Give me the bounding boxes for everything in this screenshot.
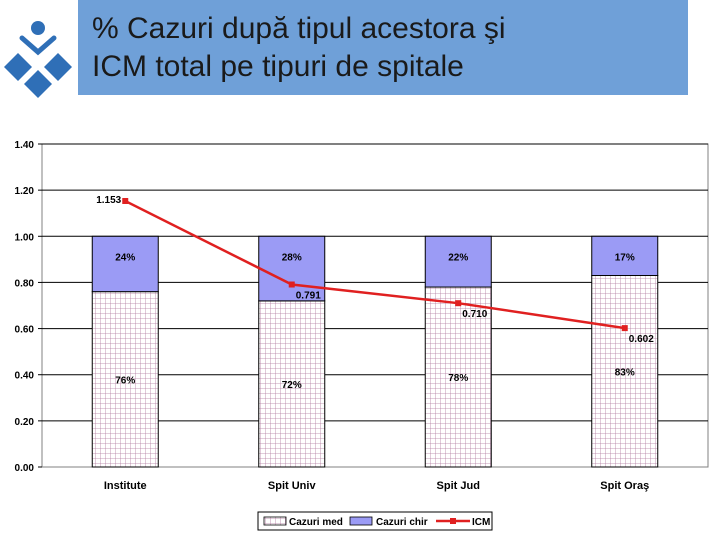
bar-cazuri-med: [258, 300, 326, 468]
legend-swatch-cazuri-chir: [349, 516, 373, 526]
y-tick-label: 1.00: [15, 232, 35, 243]
y-tick-label: 0.00: [15, 463, 35, 474]
legend-label-icm: ICM: [472, 517, 490, 528]
data-label-cazuri-med: 83%: [615, 367, 635, 378]
logo-diamond-bottom: [24, 70, 52, 98]
x-tick-label: Spit Jud: [437, 480, 480, 492]
y-tick-label: 1.20: [15, 186, 35, 197]
logo-icon: [4, 21, 72, 98]
data-label-cazuri-med: 78%: [448, 373, 468, 384]
x-tick-label: Spit Univ: [268, 480, 317, 492]
x-tick-label: Spit Oraş: [600, 480, 649, 492]
data-label-cazuri-med: 72%: [282, 380, 302, 391]
legend-label-cazuri-med: Cazuri med: [289, 517, 343, 528]
data-label-icm: 0.791: [296, 291, 321, 302]
bar-cazuri-chir: [424, 235, 492, 288]
slide-title-line-2: ICM total pe tipuri de spitale: [92, 50, 464, 83]
data-label-cazuri-chir: 22%: [448, 252, 468, 263]
bar-cazuri-med: [91, 291, 159, 468]
x-tick-label: Institute: [104, 480, 147, 492]
legend: [257, 511, 493, 531]
data-label-icm: 1.153: [96, 195, 121, 206]
point-icm: [288, 281, 295, 288]
logo-diamond-left: [4, 53, 32, 81]
y-tick-label: 0.80: [15, 278, 35, 289]
bar-cazuri-med: [424, 286, 492, 468]
bar-cazuri-chir: [591, 235, 659, 277]
legend-swatch-cazuri-med: [263, 516, 287, 526]
logo-diamond-right: [44, 53, 72, 81]
y-tick-label: 0.40: [15, 371, 35, 382]
data-label-icm: 0.602: [629, 334, 654, 345]
bar-cazuri-chir: [258, 235, 326, 302]
bar-cazuri-chir: [91, 235, 159, 293]
data-label-cazuri-chir: 28%: [282, 252, 302, 263]
slide-title-bar: % Cazuri după tipul acestora şi ICM tota…: [78, 0, 688, 95]
data-label-cazuri-med: 76%: [115, 375, 135, 386]
logo-chevron: [19, 35, 57, 56]
point-icm: [455, 300, 462, 307]
logo-dot: [31, 21, 45, 35]
point-icm: [621, 325, 628, 332]
legend-marker-icm: [450, 518, 456, 524]
data-label-icm: 0.710: [462, 309, 487, 320]
data-label-cazuri-chir: 24%: [115, 252, 135, 263]
data-label-cazuri-chir: 17%: [615, 252, 635, 263]
legend-label-cazuri-chir: Cazuri chir: [376, 517, 428, 528]
y-tick-label: 0.20: [15, 417, 35, 428]
series-line-icm: [124, 199, 625, 330]
point-icm: [122, 197, 129, 204]
y-tick-label: 1.40: [15, 140, 35, 151]
y-tick-label: 0.60: [15, 325, 35, 336]
chart: 0.00 0.20 0.40 0.60 0.80 1.00 1.20 1.40 76% 24% In…: [15, 140, 709, 531]
slide-title-line-1: % Cazuri după tipul acestora şi: [92, 12, 506, 45]
